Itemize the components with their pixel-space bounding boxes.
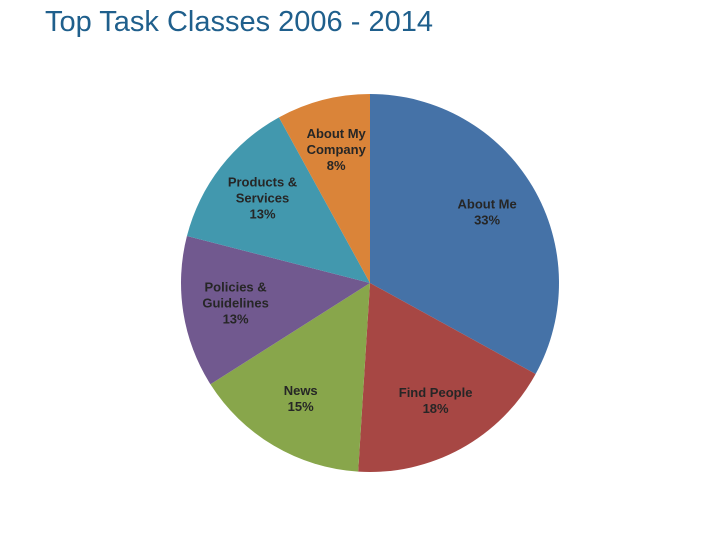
pie-slice-label-4: Products & Services 13% <box>228 175 297 222</box>
pie-slice-0 <box>370 94 559 375</box>
pie-slice-label-5: About My Company 8% <box>307 127 367 174</box>
pie-slice-2 <box>210 283 370 472</box>
pie-slice-5 <box>278 94 370 283</box>
pie-slice-label-3: Policies & Guidelines 13% <box>202 280 268 327</box>
pie-slice-1 <box>358 283 536 473</box>
pie-slice-4 <box>186 117 370 283</box>
slide-title: Top Task Classes 2006 - 2014 <box>45 6 433 38</box>
pie-slice-label-2: News 15% <box>284 384 318 415</box>
pie-slice-3 <box>181 236 370 385</box>
pie-slice-label-0: About Me 33% <box>457 197 516 228</box>
pie-slice-label-1: Find People 18% <box>399 386 473 417</box>
